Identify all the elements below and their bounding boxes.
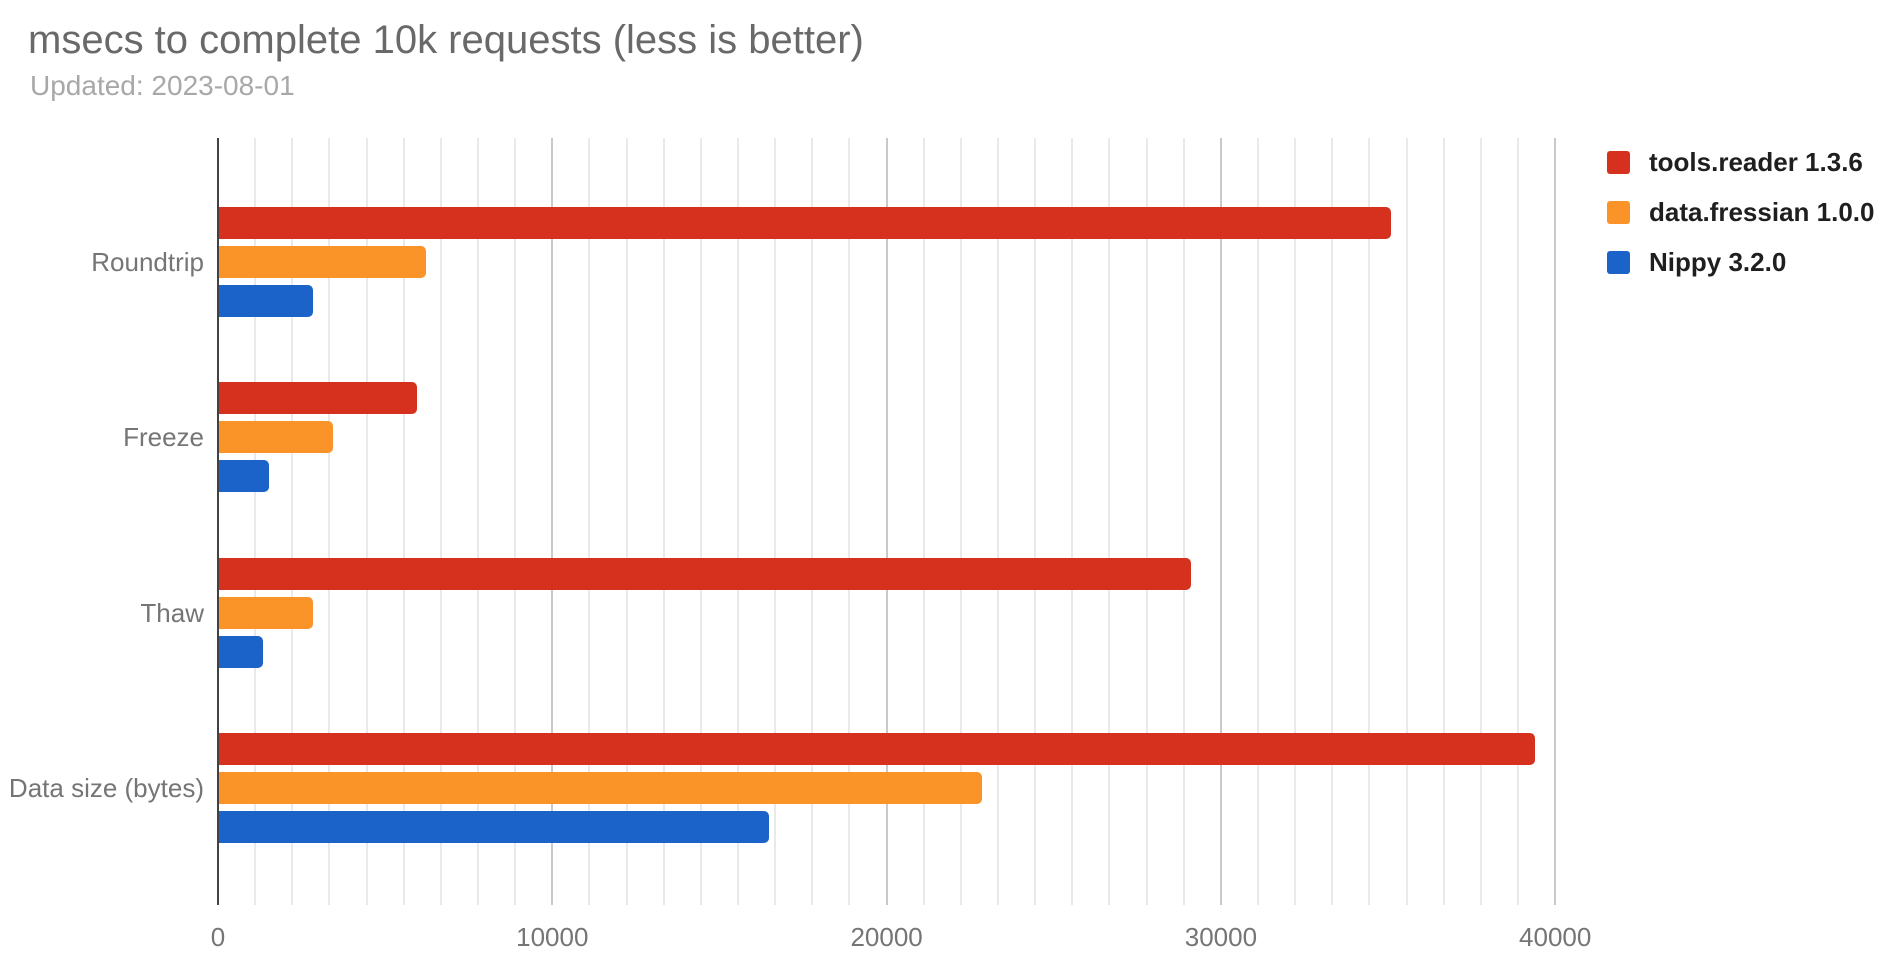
minor-gridline	[922, 138, 925, 905]
legend-label: tools.reader 1.3.6	[1649, 147, 1863, 177]
legend: tools.reader 1.3.6 data.fressian 1.0.0 Nip…	[1607, 147, 1875, 297]
minor-gridline	[959, 138, 962, 905]
minor-gridline	[1368, 138, 1371, 905]
minor-gridline	[1517, 138, 1520, 905]
legend-item: Nippy 3.2.0	[1607, 247, 1874, 278]
bar-nippy	[219, 635, 263, 668]
minor-gridline	[328, 138, 331, 905]
major-gridline	[1554, 138, 1557, 905]
minor-gridline	[774, 138, 777, 905]
x-tick-label: 20000	[850, 922, 923, 952]
major-gridline	[551, 138, 554, 905]
minor-gridline	[1034, 138, 1037, 905]
bar-tools-reader	[219, 557, 1191, 590]
minor-gridline	[1442, 138, 1445, 905]
minor-gridline	[514, 138, 517, 905]
legend-label: data.fressian 1.0.0	[1649, 197, 1875, 227]
minor-gridline	[1405, 138, 1408, 905]
minor-gridline	[254, 138, 257, 905]
minor-gridline	[1182, 138, 1185, 905]
bar-nippy	[219, 460, 269, 493]
legend-label: Nippy 3.2.0	[1649, 247, 1787, 277]
chart-title: msecs to complete 10k requests (less is …	[28, 18, 864, 62]
minor-gridline	[402, 138, 405, 905]
y-axis-line	[217, 138, 219, 905]
category-label: Thaw	[140, 597, 204, 628]
minor-gridline	[811, 138, 814, 905]
bar-tools-reader	[219, 382, 417, 415]
minor-gridline	[625, 138, 628, 905]
x-tick-label: 0	[210, 922, 226, 952]
minor-gridline	[291, 138, 294, 905]
minor-gridline	[1145, 138, 1148, 905]
legend-swatch	[1607, 251, 1630, 274]
x-tick-label: 30000	[1184, 922, 1258, 952]
legend-swatch	[1607, 201, 1630, 224]
minor-gridline	[1294, 138, 1297, 905]
minor-gridline	[439, 138, 442, 905]
major-gridline	[1219, 138, 1222, 905]
bar-tools-reader	[219, 733, 1535, 766]
legend-item: tools.reader 1.3.6	[1607, 147, 1874, 178]
chart-subtitle: Updated: 2023-08-01	[30, 70, 295, 101]
minor-gridline	[1108, 138, 1111, 905]
minor-gridline	[477, 138, 479, 905]
minor-gridline	[1071, 138, 1074, 905]
category-label: Roundtrip	[91, 247, 204, 277]
minor-gridline	[1479, 138, 1482, 905]
minor-gridline	[588, 138, 591, 905]
minor-gridline	[1257, 138, 1260, 905]
bar-nippy	[219, 811, 769, 844]
bar-data-fressian	[219, 596, 313, 629]
category-label: Freeze	[123, 422, 204, 453]
bar-data-fressian	[219, 772, 982, 805]
legend-swatch	[1607, 151, 1630, 174]
minor-gridline	[699, 138, 702, 905]
legend-item: data.fressian 1.0.0	[1607, 197, 1874, 228]
bar-data-fressian	[219, 246, 426, 278]
minor-gridline	[848, 138, 851, 905]
bar-tools-reader	[219, 207, 1391, 239]
minor-gridline	[365, 138, 368, 905]
bar-data-fressian	[219, 421, 333, 454]
minor-gridline	[737, 138, 740, 905]
x-tick-label: 40000	[1519, 922, 1592, 952]
minor-gridline	[662, 138, 665, 905]
minor-gridline	[997, 138, 1000, 905]
minor-gridline	[1331, 138, 1334, 905]
major-gridline	[885, 138, 888, 905]
category-label: Data size (bytes)	[8, 773, 204, 804]
x-tick-label: 10000	[516, 922, 589, 952]
bar-nippy	[219, 285, 313, 317]
